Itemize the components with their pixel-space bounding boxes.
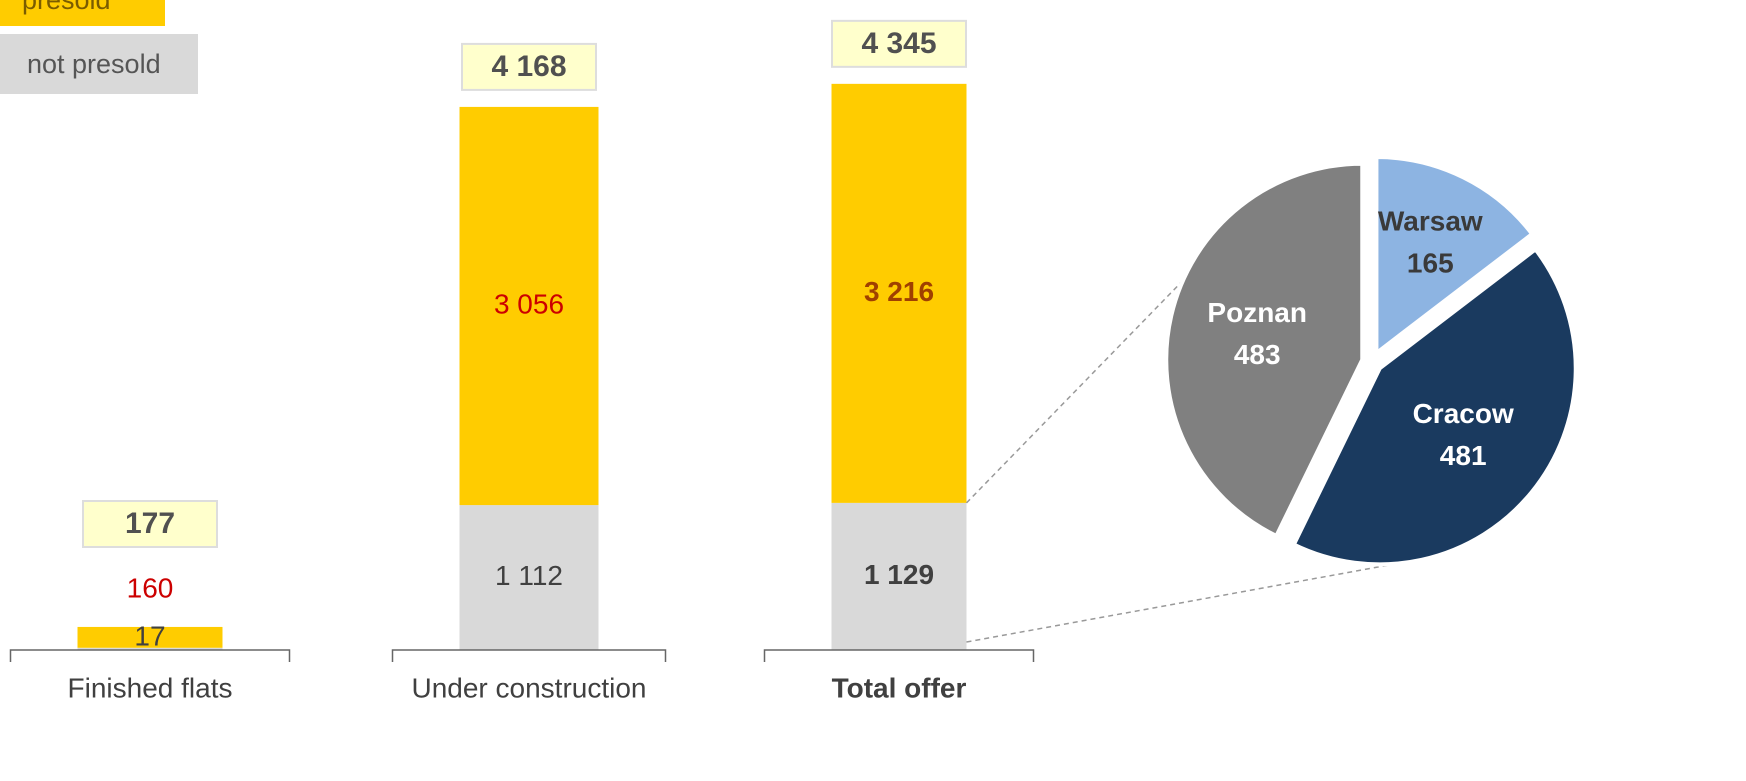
total-label: 177 bbox=[125, 507, 175, 540]
total-box bbox=[461, 42, 597, 91]
connector bbox=[966, 562, 1401, 643]
legend-label: not presold bbox=[27, 49, 161, 79]
slice-value: 483 bbox=[1234, 339, 1281, 370]
bar-segment bbox=[459, 106, 599, 506]
value-label: 160 bbox=[127, 572, 174, 603]
total-label: 4 168 bbox=[491, 50, 566, 83]
pie-slice bbox=[1164, 161, 1365, 539]
x-tick-label: Finished flats bbox=[68, 672, 233, 703]
slice-label: Poznan bbox=[1207, 297, 1307, 328]
connector bbox=[965, 262, 1201, 504]
value-label: 17 bbox=[134, 620, 165, 651]
x-tick-label: Under construction bbox=[411, 672, 646, 703]
bar-segment bbox=[459, 505, 599, 650]
value-label: 3 056 bbox=[494, 288, 564, 319]
bar-segment bbox=[831, 502, 967, 650]
value-label: 1 112 bbox=[495, 560, 563, 591]
pie-slice bbox=[1291, 246, 1578, 567]
x-tick-label: Total offer bbox=[832, 672, 967, 703]
total-label: 4 345 bbox=[861, 27, 936, 60]
value-label: 3 216 bbox=[864, 276, 934, 307]
slice-value: 481 bbox=[1440, 440, 1487, 471]
total-box bbox=[831, 19, 967, 68]
bar-segment bbox=[77, 626, 223, 648]
total-box bbox=[82, 500, 218, 548]
legend-swatch bbox=[0, 34, 198, 94]
axis-bracket bbox=[9, 649, 291, 662]
bar-segment bbox=[831, 83, 967, 503]
slice-label: Cracow bbox=[1413, 398, 1514, 429]
axis-bracket bbox=[391, 649, 667, 662]
value-label: 1 129 bbox=[864, 559, 934, 590]
legend-swatch bbox=[0, 0, 165, 26]
axis-bracket bbox=[763, 649, 1035, 662]
slice-value: 165 bbox=[1407, 247, 1454, 278]
slice-label: Warsaw bbox=[1378, 205, 1483, 236]
bar-segment bbox=[77, 647, 223, 650]
pie-slice bbox=[1374, 155, 1535, 358]
legend-label: presold bbox=[22, 0, 111, 15]
